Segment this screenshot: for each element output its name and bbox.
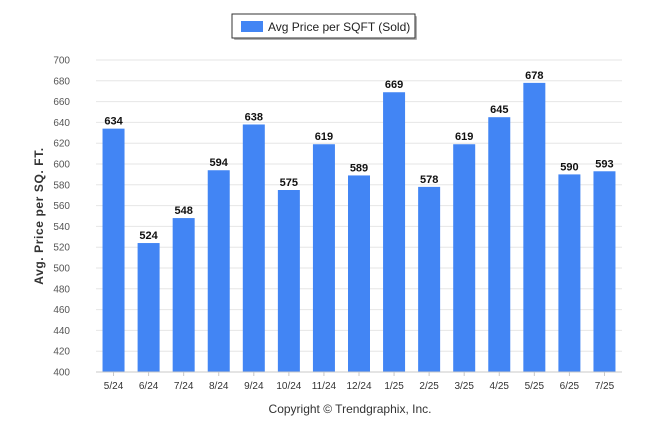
bars — [102, 82, 616, 373]
y-tick-label: 480 — [53, 284, 70, 295]
x-tick-label: 1/25 — [384, 381, 404, 392]
data-label: 593 — [595, 158, 613, 170]
data-label: 524 — [139, 230, 158, 242]
y-tick-label: 440 — [53, 326, 70, 337]
x-tick-label: 7/25 — [595, 381, 615, 392]
data-label: 638 — [245, 111, 263, 123]
data-label: 575 — [280, 177, 298, 189]
x-tick-label: 3/25 — [454, 381, 474, 392]
data-label: 619 — [455, 131, 473, 143]
x-tick-label: 6/24 — [139, 381, 159, 392]
y-tick-label: 500 — [53, 264, 70, 275]
data-label: 548 — [174, 205, 192, 217]
bar-2-25[interactable] — [418, 186, 441, 372]
data-label: 619 — [315, 131, 333, 143]
y-axis-ticks: 400 420 440 460 480 500 520 540 560 580 600 620 640 6… — [53, 56, 70, 379]
x-tick-label: 9/24 — [244, 381, 264, 392]
copyright-credit: Copyright © Trendgraphix, Inc. — [269, 402, 432, 416]
y-tick-label: 580 — [53, 180, 70, 191]
bar-6-25[interactable] — [558, 174, 581, 372]
data-label: 578 — [420, 174, 438, 186]
data-label: 645 — [490, 104, 508, 116]
y-tick-label: 660 — [53, 97, 70, 108]
bar-5-25[interactable] — [523, 82, 546, 372]
x-tick-label: 12/24 — [346, 381, 371, 392]
y-axis-title: Avg. Price per SQ. FT. — [32, 147, 46, 284]
data-label: 678 — [525, 70, 543, 82]
bar-8-24[interactable] — [207, 170, 230, 372]
data-label: 634 — [104, 116, 123, 128]
data-labels: 634 524 548 594 638 575 619 589 669 578 619 645 678 5… — [104, 70, 613, 242]
bar-4-25[interactable] — [488, 117, 511, 372]
legend-swatch — [241, 21, 263, 32]
data-label: 594 — [210, 157, 229, 169]
y-tick-label: 560 — [53, 201, 70, 212]
x-tick-label: 10/24 — [276, 381, 301, 392]
x-tick-label: 2/25 — [419, 381, 439, 392]
y-tick-label: 700 — [53, 56, 70, 67]
x-tick-label: 4/25 — [490, 381, 510, 392]
bar-12-24[interactable] — [348, 175, 370, 372]
bar-1-25[interactable] — [383, 92, 406, 373]
y-tick-label: 680 — [53, 76, 70, 87]
y-tick-label: 600 — [53, 160, 70, 171]
legend-label: Avg Price per SQFT (Sold) — [268, 20, 410, 34]
bar-7-25[interactable] — [593, 171, 616, 372]
bar-6-24[interactable] — [137, 243, 160, 372]
x-axis-ticks: 5/24 6/24 7/24 8/24 9/24 10/24 11/24 12/24 1/25 2… — [104, 372, 615, 392]
bar-9-24[interactable] — [242, 124, 265, 372]
bar-11-24[interactable] — [312, 144, 335, 372]
y-tick-label: 400 — [53, 368, 70, 379]
y-tick-label: 460 — [53, 305, 70, 316]
y-tick-label: 640 — [53, 118, 70, 129]
x-tick-label: 5/25 — [525, 381, 545, 392]
y-tick-label: 520 — [53, 243, 70, 254]
x-tick-label: 7/24 — [174, 381, 194, 392]
data-label: 669 — [385, 79, 403, 91]
data-label: 590 — [560, 161, 578, 173]
y-tick-label: 540 — [53, 222, 70, 233]
x-tick-label: 8/24 — [209, 381, 229, 392]
x-tick-label: 6/25 — [560, 381, 580, 392]
legend[interactable]: Avg Price per SQFT (Sold) — [231, 13, 417, 40]
bar-10-24[interactable] — [277, 190, 300, 372]
y-tick-label: 620 — [53, 139, 70, 150]
y-tick-label: 420 — [53, 347, 70, 358]
bar-5-24[interactable] — [102, 128, 125, 372]
x-tick-label: 5/24 — [104, 381, 124, 392]
bar-7-24[interactable] — [172, 218, 195, 372]
data-label: 589 — [350, 162, 368, 174]
x-tick-label: 11/24 — [312, 381, 337, 392]
bar-3-25[interactable] — [453, 144, 476, 372]
